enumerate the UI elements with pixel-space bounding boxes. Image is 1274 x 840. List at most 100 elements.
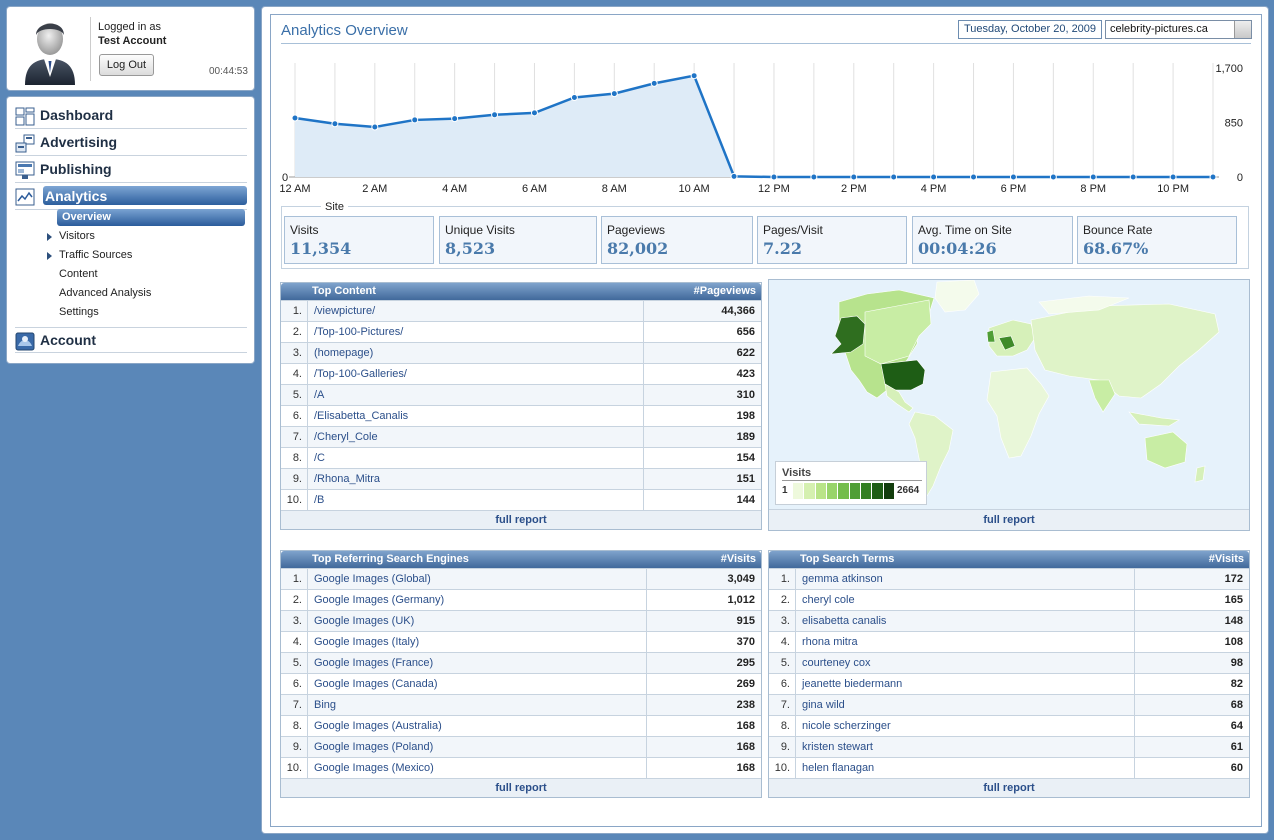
column-header: #Pageviews [693, 285, 756, 297]
row-link[interactable]: /Rhona_Mitra [314, 473, 381, 485]
nav-sub-settings[interactable]: Settings [57, 304, 245, 321]
nav-sub-overview[interactable]: Overview [57, 209, 245, 226]
stat-label: Pages/Visit [763, 223, 823, 237]
expand-arrow-icon[interactable] [47, 233, 52, 241]
site-select[interactable]: celebrity-pictures.ca [1105, 20, 1252, 39]
row-link[interactable]: /Elisabetta_Canalis [314, 410, 409, 422]
nav-item-advertising[interactable]: Advertising [15, 130, 247, 156]
nav-item-dashboard[interactable]: Dashboard [15, 103, 247, 129]
row-link[interactable]: gemma atkinson [802, 573, 883, 585]
row-link[interactable]: Bing [314, 699, 337, 711]
row-link[interactable]: /viewpicture/ [314, 305, 376, 317]
row-link[interactable]: /A [314, 389, 325, 401]
row-rank: 10. [281, 490, 308, 510]
row-link[interactable]: nicole scherzinger [802, 720, 891, 732]
table-row: 6. jeanette biedermann 82 [769, 673, 1249, 694]
stat-value: 68.67% [1083, 239, 1149, 258]
user-panel: Logged in as Test Account Log Out 00:44:… [6, 6, 255, 91]
row-link[interactable]: (homepage) [314, 347, 374, 359]
series-line [294, 74, 1213, 179]
row-link[interactable]: /Cheryl_Cole [314, 431, 378, 443]
scale-swatch [849, 483, 861, 499]
nav-sub-visitors[interactable]: Visitors [47, 228, 245, 245]
row-link[interactable]: cheryl cole [802, 594, 855, 606]
row-value: 68 [1134, 695, 1249, 715]
site-select-value: celebrity-pictures.ca [1110, 23, 1208, 35]
dropdown-button-icon[interactable] [1234, 21, 1251, 38]
row-rank: 4. [769, 632, 796, 652]
row-link[interactable]: helen flanagan [802, 762, 875, 774]
row-link[interactable]: /C [314, 452, 325, 464]
analytics-content: Analytics Overview Tuesday, October 20, … [270, 14, 1262, 827]
row-value: 1,012 [646, 590, 761, 610]
row-link[interactable]: Google Images (Italy) [314, 636, 420, 648]
row-link[interactable]: gina wild [802, 699, 845, 711]
row-rank: 6. [769, 674, 796, 694]
nav-sub-label: Advanced Analysis [59, 287, 152, 299]
row-link[interactable]: elisabetta canalis [802, 615, 887, 627]
nav-sub-traffic-sources[interactable]: Traffic Sources [47, 247, 245, 264]
expand-arrow-icon[interactable] [47, 252, 52, 260]
row-link[interactable]: rhona mitra [802, 636, 858, 648]
row-link[interactable]: Google Images (France) [314, 657, 434, 669]
row-value: 295 [646, 653, 761, 673]
scale-swatch [838, 483, 850, 499]
row-value: 61 [1134, 737, 1249, 757]
row-link[interactable]: jeanette biedermann [802, 678, 903, 690]
data-point [291, 114, 299, 122]
nav-item-analytics[interactable]: Analytics [15, 184, 247, 210]
legend-max-value: 2664 [897, 485, 920, 496]
row-value: 915 [646, 611, 761, 631]
row-link[interactable]: /Top-100-Galleries/ [314, 368, 407, 380]
row-link[interactable]: Google Images (Canada) [314, 678, 438, 690]
nav-item-account[interactable]: Account [15, 327, 247, 353]
nav-sub-label: Visitors [59, 230, 95, 242]
scale-swatch [860, 483, 873, 499]
row-link[interactable]: Google Images (Germany) [314, 594, 445, 606]
row-link[interactable]: kristen stewart [802, 741, 873, 753]
data-point [1129, 173, 1137, 181]
row-value: 423 [643, 364, 761, 384]
full-report-link[interactable]: full report [769, 778, 1249, 797]
row-value: 622 [643, 343, 761, 363]
nav-sub-content[interactable]: Content [57, 266, 245, 283]
row-value: 168 [646, 716, 761, 736]
analytics-icon [15, 188, 35, 206]
nav-label: Publishing [40, 161, 112, 177]
nav-label: Advertising [40, 134, 118, 150]
row-rank: 9. [281, 737, 308, 757]
row-rank: 5. [769, 653, 796, 673]
table-row: 1. Google Images (Global) 3,049 [281, 568, 761, 589]
row-rank: 1. [281, 569, 308, 589]
nav-sub-label: Content [59, 268, 98, 280]
data-point [570, 93, 578, 101]
row-link[interactable]: Google Images (UK) [314, 615, 415, 627]
row-link[interactable]: courteney cox [802, 657, 871, 669]
logged-in-label: Logged in as [98, 21, 161, 33]
row-link[interactable]: Google Images (Global) [314, 573, 431, 585]
user-avatar-icon [25, 23, 75, 85]
row-link[interactable]: Google Images (Mexico) [314, 762, 434, 774]
logout-button[interactable]: Log Out [99, 54, 154, 76]
scale-swatch [815, 483, 827, 499]
stat-label: Visits [290, 223, 319, 237]
stat-value: 8,523 [445, 239, 496, 258]
x-tick-label: 12 PM [758, 183, 790, 195]
nav-item-publishing[interactable]: Publishing [15, 157, 247, 183]
world-map[interactable]: Visits 1 2664 [769, 280, 1249, 509]
row-link[interactable]: Google Images (Poland) [314, 741, 434, 753]
row-link[interactable]: /Top-100-Pictures/ [314, 326, 404, 338]
row-rank: 8. [281, 716, 308, 736]
table-row: 4. /Top-100-Galleries/423 [281, 363, 761, 384]
date-picker[interactable]: Tuesday, October 20, 2009 [958, 20, 1102, 39]
stat-bounce-rate: Bounce Rate 68.67% [1077, 216, 1237, 264]
table-row: 1. gemma atkinson 172 [769, 568, 1249, 589]
x-tick-label: 4 PM [921, 183, 947, 195]
nav-sub-advanced-analysis[interactable]: Advanced Analysis [57, 285, 245, 302]
full-report-link[interactable]: full report [769, 509, 1249, 530]
stat-avg-time: Avg. Time on Site 00:04:26 [912, 216, 1073, 264]
full-report-link[interactable]: full report [281, 510, 761, 529]
row-link[interactable]: Google Images (Australia) [314, 720, 442, 732]
full-report-link[interactable]: full report [281, 778, 761, 797]
row-link[interactable]: /B [314, 494, 325, 506]
